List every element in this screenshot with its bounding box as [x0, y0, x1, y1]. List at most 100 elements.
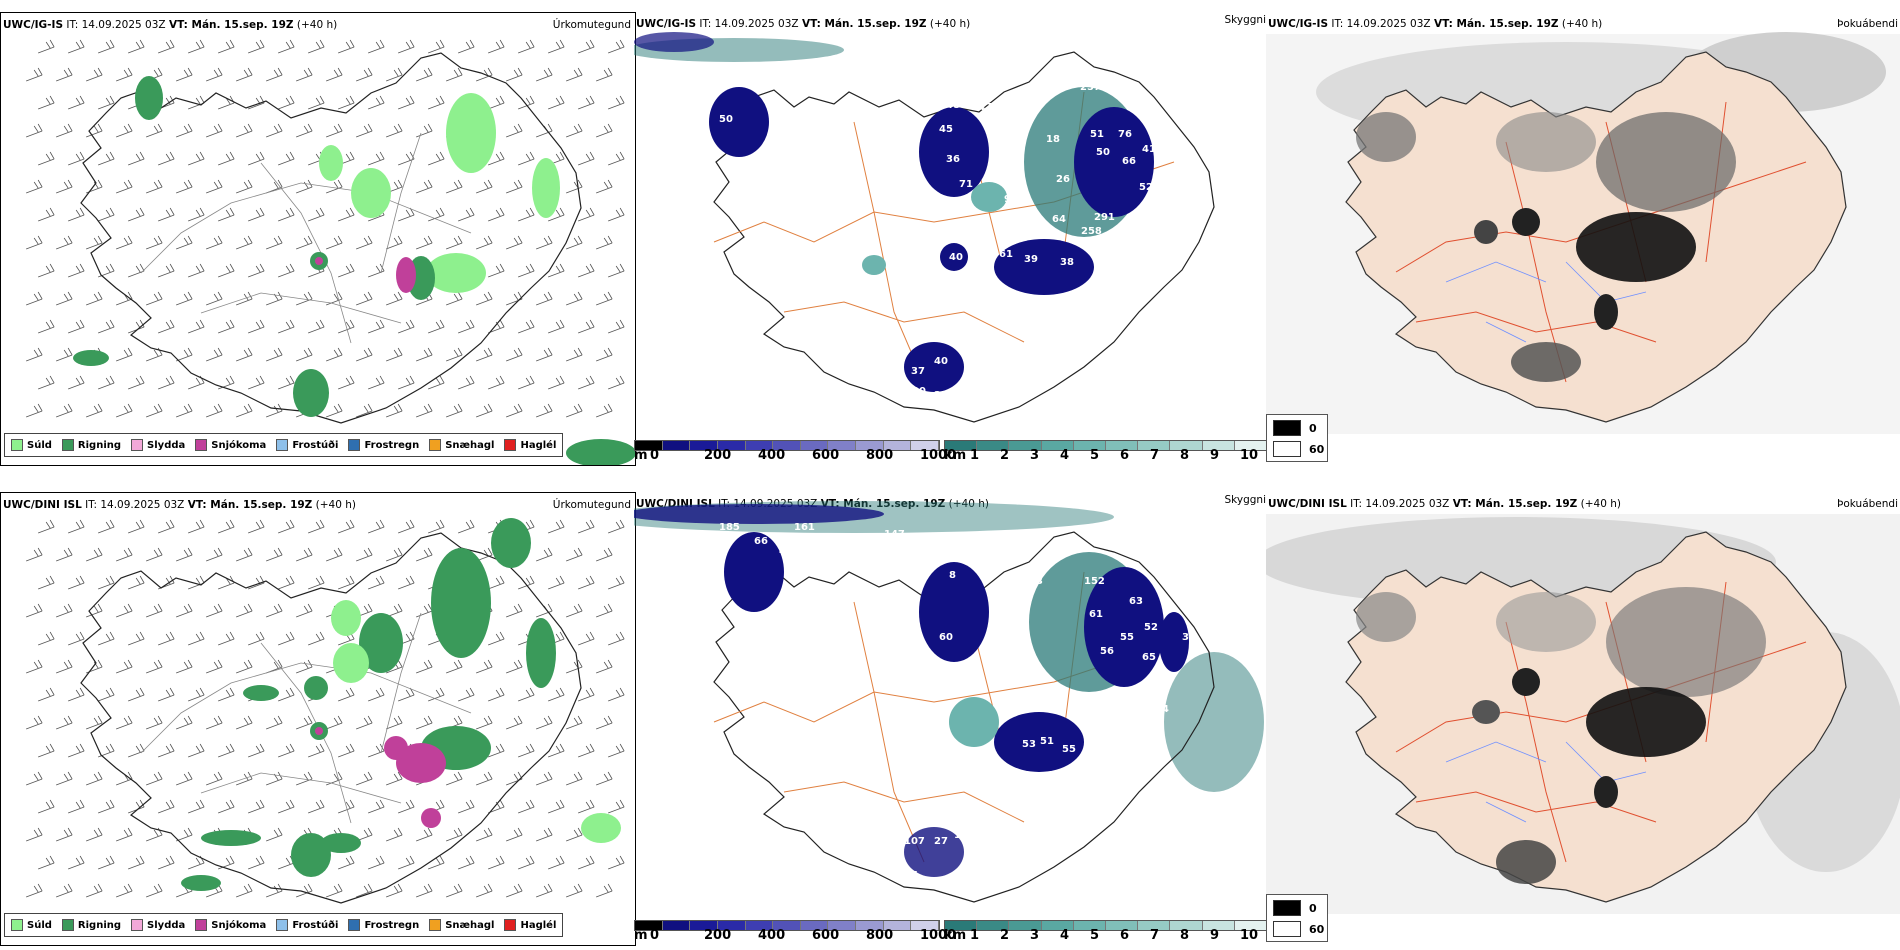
wind-barb: [518, 743, 535, 758]
svg-text:25: 25: [904, 870, 918, 881]
colorbar-segment: [800, 921, 829, 930]
wind-barb: [356, 235, 373, 250]
colorbar-segment: [1073, 921, 1107, 930]
wind-barb: [26, 715, 43, 730]
wind-barb: [236, 291, 253, 306]
wind-barb: [338, 95, 355, 110]
wind-barb: [86, 403, 103, 418]
wind-barb: [266, 603, 283, 618]
colorbar-tick-label: 600: [812, 448, 840, 463]
wind-barb: [548, 519, 565, 534]
wind-barb: [158, 631, 175, 646]
svg-text:83: 83: [1029, 576, 1043, 587]
fog-map-top: [1266, 32, 1900, 434]
wind-barb: [26, 291, 43, 306]
wind-barb: [128, 519, 145, 534]
wind-barb: [218, 39, 235, 54]
wind-barb: [308, 575, 325, 590]
wind-barb: [398, 375, 415, 390]
wind-barb: [416, 67, 433, 82]
wind-barb: [476, 715, 493, 730]
colorbar-tick-label: 800: [866, 928, 894, 943]
wind-barb: [188, 631, 205, 646]
svg-text:37: 37: [911, 366, 925, 377]
colorbar-tick-label: 0: [650, 928, 660, 943]
svg-text:36: 36: [789, 572, 803, 583]
colorbar-segment: [1106, 921, 1139, 930]
wind-barb: [68, 39, 85, 54]
wind-barb: [116, 179, 133, 194]
wind-barb: [68, 575, 85, 590]
svg-text:55: 55: [1120, 632, 1134, 643]
wind-barb: [236, 67, 253, 82]
wind-barb: [326, 291, 343, 306]
wind-barb: [596, 715, 613, 730]
ceiling-colorbar-top: [634, 440, 940, 451]
colorbar-segment: [1170, 921, 1203, 930]
legend-swatch-slydda: [131, 439, 144, 451]
wind-barb: [416, 827, 433, 842]
wind-barb: [476, 179, 493, 194]
colorbar-segment: [1073, 441, 1107, 450]
wind-barb: [578, 263, 595, 278]
wind-barb: [428, 151, 445, 166]
wind-barb: [206, 67, 223, 82]
wind-barb: [116, 547, 133, 562]
wind-barb: [98, 263, 115, 278]
wind-barb: [236, 659, 253, 674]
wind-barb: [596, 347, 613, 362]
svg-text:64: 64: [1052, 214, 1066, 225]
legend-swatch-snaehagl: [429, 919, 442, 931]
wind-barb: [596, 67, 613, 82]
svg-text:53: 53: [1022, 739, 1036, 750]
fog-map-bottom: [1266, 514, 1900, 914]
wind-barb: [296, 123, 313, 138]
svg-text:61: 61: [999, 249, 1013, 260]
wind-barb: [56, 659, 73, 674]
wind-barb: [548, 375, 565, 390]
wind-barb: [338, 855, 355, 870]
wind-barb: [176, 827, 193, 842]
wind-barb: [428, 519, 445, 534]
wind-barb: [296, 347, 313, 362]
wind-barb: [338, 319, 355, 334]
wind-barb: [128, 575, 145, 590]
colorbar-segment: [690, 921, 718, 930]
wind-barb: [368, 575, 385, 590]
precip-blobs-bottom: [181, 518, 621, 891]
legend-swatch-frostudi: [276, 439, 289, 451]
wind-barb: [476, 403, 493, 418]
wind-barb: [188, 687, 205, 702]
wind-barb: [308, 319, 325, 334]
wind-barb: [368, 151, 385, 166]
colorbar-tick-label: 10: [1240, 928, 1259, 943]
wind-barb: [536, 67, 553, 82]
wind-barb: [548, 95, 565, 110]
colorbar-tick-label: 1: [970, 928, 980, 943]
wind-barb: [368, 375, 385, 390]
wind-barb: [188, 319, 205, 334]
wind-barb: [56, 67, 73, 82]
wind-barb: [116, 235, 133, 250]
wind-barb: [98, 799, 115, 814]
wind-barb: [206, 235, 223, 250]
colorbar-segment: [1138, 921, 1171, 930]
wind-barb: [278, 687, 295, 702]
wind-barb: [368, 39, 385, 54]
wind-barb: [26, 883, 43, 898]
wind-barb: [98, 743, 115, 758]
wind-barb: [338, 687, 355, 702]
wind-barb: [296, 715, 313, 730]
wind-barb: [428, 39, 445, 54]
wind-barb: [476, 291, 493, 306]
svg-text:34: 34: [1182, 632, 1196, 643]
cloud-title-bottom: Skyggni: [1224, 494, 1267, 506]
wind-barb: [326, 715, 343, 730]
wind-barb: [236, 235, 253, 250]
colorbar-tick-label: 7: [1150, 928, 1160, 943]
wind-barb: [206, 403, 223, 418]
svg-text:46: 46: [779, 546, 793, 557]
legend-swatch-haglel: [504, 439, 517, 451]
colorbar-segment: [977, 921, 1010, 930]
wind-barb: [518, 687, 535, 702]
